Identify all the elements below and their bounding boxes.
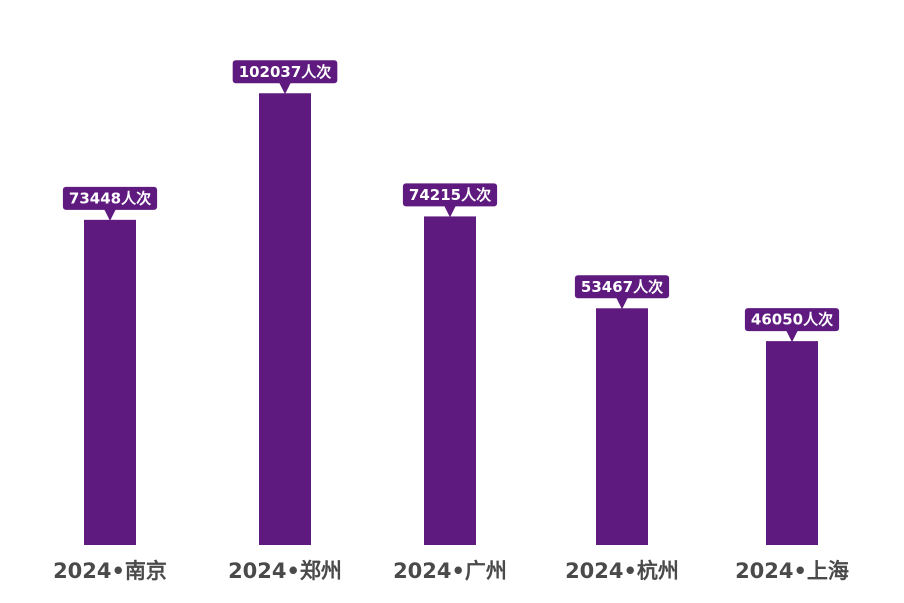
data-label-pointer [104, 208, 116, 221]
x-tick-label: 2024•郑州 [228, 559, 342, 583]
bar [424, 216, 476, 546]
data-label: 46050人次 [744, 308, 840, 343]
data-label-text: 102037人次 [239, 63, 332, 81]
bar [766, 341, 818, 545]
data-label-box [574, 275, 670, 299]
data-label-box [402, 183, 498, 207]
data-label-pointer [444, 205, 456, 218]
x-tick-label: 2024•南京 [53, 559, 167, 583]
data-label-box [62, 186, 158, 210]
x-tick-label: 2024•广州 [393, 559, 507, 583]
data-label-text: 53467人次 [581, 278, 663, 296]
bar [259, 93, 311, 546]
data-label: 53467人次 [574, 275, 670, 310]
data-label: 74215人次 [402, 183, 498, 218]
bar [596, 308, 648, 545]
data-label-text: 74215人次 [409, 186, 491, 204]
data-label-box [232, 60, 338, 84]
data-label-pointer [616, 297, 628, 310]
data-label-text: 73448人次 [69, 189, 151, 207]
data-label-text: 46050人次 [751, 311, 833, 329]
bar [84, 219, 136, 545]
data-label-box [744, 308, 840, 332]
x-tick-label: 2024•上海 [735, 559, 849, 583]
data-label: 102037人次 [232, 60, 338, 95]
data-label-pointer [786, 330, 798, 343]
data-label-pointer [279, 82, 291, 95]
data-label: 73448人次 [62, 186, 158, 221]
x-tick-label: 2024•杭州 [565, 559, 679, 583]
